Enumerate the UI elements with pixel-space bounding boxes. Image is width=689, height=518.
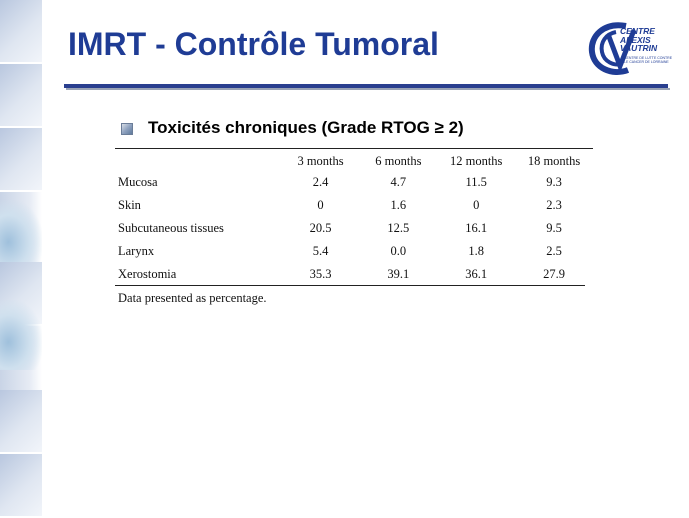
logo-line: VAUTRIN <box>620 43 658 53</box>
table-row: Mucosa 2.4 4.7 11.5 9.3 <box>115 171 593 194</box>
column-header: 6 months <box>375 153 422 168</box>
strip-wave <box>0 300 42 370</box>
table-cell: 39.1 <box>387 267 410 281</box>
strip-wave <box>0 200 42 270</box>
table-top-rule <box>115 148 593 149</box>
row-label: Xerostomia <box>118 267 177 281</box>
table-cell: 2.3 <box>546 198 562 212</box>
bullet-text: Toxicités chroniques (Grade RTOG ≥ 2) <box>148 118 464 137</box>
header-empty-cell <box>115 151 282 171</box>
table-cell: 9.5 <box>546 221 562 235</box>
column-header: 3 months <box>297 153 344 168</box>
logo-text: CENTRE ALEXIS VAUTRIN <box>620 27 657 53</box>
strip-tile <box>0 128 42 192</box>
row-label: Skin <box>118 198 141 212</box>
strip-tile <box>0 0 42 64</box>
table-cell: 1.6 <box>390 198 407 212</box>
table-cell: 2.5 <box>546 244 562 258</box>
column-header: 18 months <box>527 153 581 168</box>
strip-tile <box>0 390 42 454</box>
table-note: Data presented as percentage. <box>118 291 267 305</box>
logo-tagline: CENTRE DE LUTTE CONTRE LE CANCER DE LORR… <box>624 56 673 64</box>
row-label: Larynx <box>118 244 155 258</box>
slide-title: IMRT - Contrôle Tumoral <box>68 26 439 62</box>
table-cell: 9.3 <box>546 175 562 189</box>
title-rule <box>64 84 668 88</box>
table-bottom-rule <box>115 285 585 286</box>
logo-icon <box>588 22 637 75</box>
table-cell: 5.4 <box>312 244 329 258</box>
row-label: Subcutaneous tissues <box>118 221 224 235</box>
table-cell: 35.3 <box>309 267 332 281</box>
table-cell: 0.0 <box>390 244 407 258</box>
table-header-row: 3 months 6 months 12 months 18 months <box>115 151 593 171</box>
table-row: Xerostomia 35.3 39.1 36.1 27.9 <box>115 263 593 286</box>
data-table: 3 months 6 months 12 months 18 months Mu… <box>115 151 593 286</box>
table-cell: 1.8 <box>468 244 484 258</box>
strip-tile <box>0 64 42 128</box>
table-cell: 0 <box>317 198 324 212</box>
bullet-icon <box>121 123 133 135</box>
table-cell: 2.4 <box>312 175 329 189</box>
table-cell: 0 <box>473 198 480 212</box>
strip-tile <box>0 454 42 518</box>
table-row: Skin 0 1.6 0 2.3 <box>115 194 593 217</box>
table-cell: 27.9 <box>543 267 565 281</box>
table-cell: 36.1 <box>465 267 488 281</box>
table-cell: 16.1 <box>465 221 488 235</box>
table-cell: 11.5 <box>465 175 487 189</box>
logo-line: ALEXIS <box>620 34 651 45</box>
column-header: 12 months <box>449 153 503 168</box>
title-rule-shadow <box>66 88 670 90</box>
logo-line: CENTRE <box>620 26 655 36</box>
table-cell: 20.5 <box>309 221 332 235</box>
left-decorative-strip <box>0 0 42 518</box>
row-label: Mucosa <box>118 175 158 189</box>
table-row: Larynx 5.4 0.0 1.8 2.5 <box>115 240 593 263</box>
table-row: Subcutaneous tissues 20.5 12.5 16.1 9.5 <box>115 217 593 240</box>
table-cell: 4.7 <box>390 175 407 189</box>
table-cell: 12.5 <box>387 221 410 235</box>
